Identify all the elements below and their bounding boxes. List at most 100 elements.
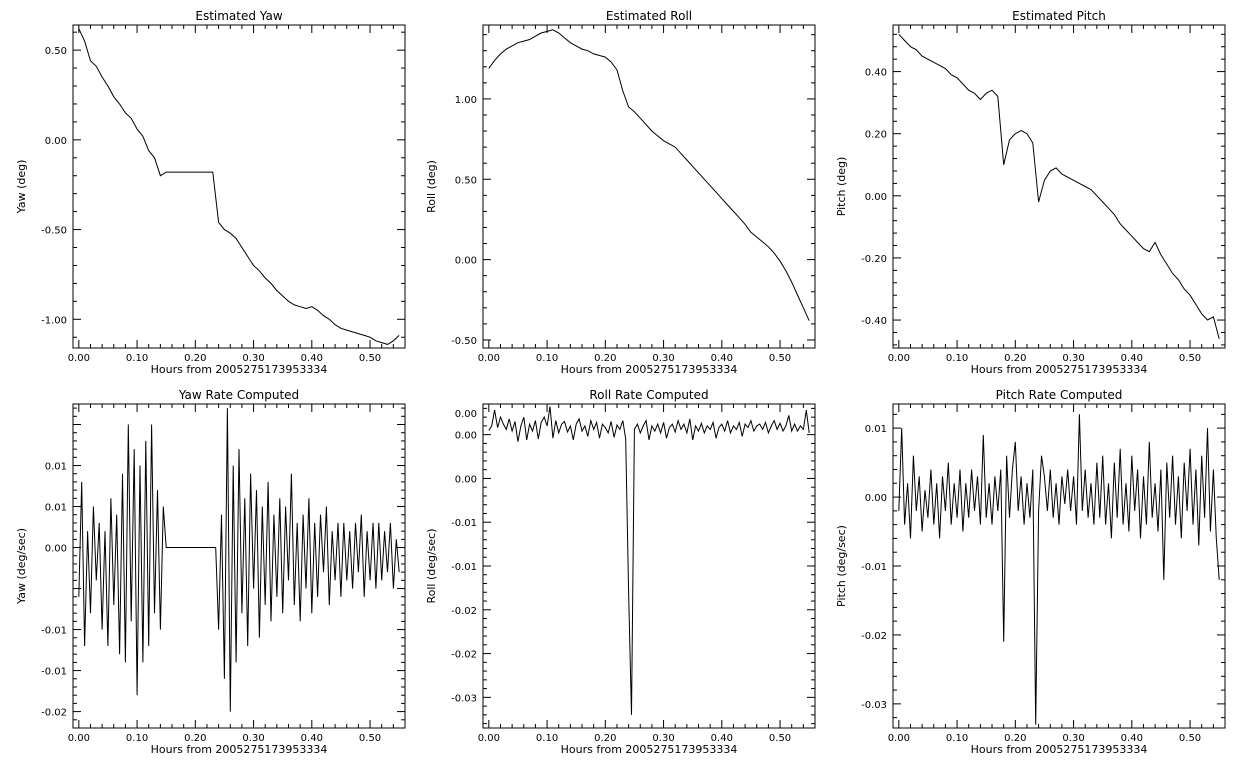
chart-panel-5: Roll Rate Computed 0.00 0.10 0.20 0.30 0.40 0.… — [425, 388, 816, 756]
y-tick-label: -1.00 — [41, 315, 67, 326]
y-axis-label: Roll (deg) — [425, 160, 438, 213]
x-tick-label: 0.30 — [652, 733, 674, 744]
x-tick-label: 0.00 — [478, 733, 500, 744]
series-line — [898, 33, 1220, 339]
x-tick-label: 0.50 — [769, 733, 791, 744]
x-tick-label: 0.20 — [594, 353, 616, 364]
x-tick-label: 0.40 — [1121, 733, 1143, 744]
y-axis-label: Yaw (deg) — [15, 160, 28, 215]
plot-frame — [482, 403, 816, 729]
y-tick-label: 0.01 — [45, 462, 67, 473]
x-tick-label: 0.20 — [594, 733, 616, 744]
x-tick-label: 0.20 — [184, 353, 206, 364]
y-axis-label: Roll (deg/sec) — [425, 528, 438, 603]
x-tick-label: 0.10 — [536, 353, 558, 364]
y-tick-label: 0.40 — [865, 68, 887, 79]
chart-panel-4: Yaw Rate Computed 0.00 0.10 0.20 0.30 0.40 0.5… — [15, 388, 406, 756]
y-tick-label: 0.00 — [455, 431, 477, 442]
x-tick-label: 0.50 — [359, 733, 381, 744]
x-tick-label: 0.00 — [888, 353, 910, 364]
x-tick-label: 0.30 — [242, 733, 264, 744]
x-tick-label: 0.30 — [652, 353, 674, 364]
y-tick-label: 0.00 — [455, 409, 477, 420]
y-tick-label: 0.01 — [865, 424, 887, 435]
x-tick-label: 0.10 — [126, 353, 148, 364]
y-tick-label: 0.00 — [45, 136, 67, 147]
y-tick-label: -0.02 — [451, 606, 477, 617]
y-tick-label: -0.02 — [41, 708, 67, 719]
y-tick-label: -0.03 — [451, 693, 477, 704]
chart-panel-2: Estimated Roll 0.00 0.10 0.20 0.30 0.40 0.50 -0… — [425, 9, 816, 376]
y-tick-label: -0.02 — [861, 631, 887, 642]
y-tick-label: 0.01 — [45, 503, 67, 514]
x-tick-label: 0.00 — [888, 733, 910, 744]
y-axis-label: Yaw (deg/sec) — [15, 528, 28, 605]
x-axis-label: Hours from 2005275173953334 — [971, 743, 1148, 756]
x-tick-label: 0.40 — [301, 353, 323, 364]
series-line — [78, 408, 400, 712]
x-tick-label: 0.30 — [1062, 733, 1084, 744]
plot-frame — [72, 24, 406, 349]
chart-title: Roll Rate Computed — [589, 388, 708, 402]
x-tick-label: 0.10 — [126, 733, 148, 744]
y-tick-label: 0.00 — [45, 544, 67, 555]
y-tick-label: -0.01 — [451, 562, 477, 573]
x-tick-label: 0.50 — [1179, 733, 1201, 744]
x-tick-label: 0.10 — [946, 733, 968, 744]
y-axis-label: Pitch (deg/sec) — [835, 525, 848, 607]
x-axis-label: Hours from 2005275173953334 — [151, 743, 328, 756]
plot-frame — [72, 403, 406, 729]
y-tick-label: 0.50 — [455, 175, 477, 186]
y-tick-label: 0.50 — [45, 46, 67, 57]
x-axis-label: Hours from 2005275173953334 — [971, 363, 1148, 376]
x-tick-label: 0.30 — [242, 353, 264, 364]
x-tick-label: 0.20 — [184, 733, 206, 744]
x-tick-label: 0.40 — [1121, 353, 1143, 364]
y-tick-label: -0.50 — [451, 336, 477, 347]
chart-panel-3: Estimated Pitch 0.00 0.10 0.20 0.30 0.40 0.50 -… — [835, 9, 1226, 376]
y-tick-label: 0.00 — [455, 256, 477, 267]
x-tick-label: 0.50 — [769, 353, 791, 364]
y-tick-label: 0.20 — [865, 130, 887, 141]
x-tick-label: 0.00 — [478, 353, 500, 364]
plot-frame — [892, 24, 1226, 349]
x-tick-label: 0.00 — [68, 733, 90, 744]
series-line — [488, 29, 810, 321]
y-tick-label: -0.40 — [861, 316, 887, 327]
x-tick-label: 0.20 — [1004, 353, 1026, 364]
y-tick-label: 0.00 — [455, 474, 477, 485]
chart-title: Pitch Rate Computed — [996, 388, 1123, 402]
x-tick-label: 0.10 — [536, 733, 558, 744]
plot-frame — [482, 24, 816, 349]
x-axis-label: Hours from 2005275173953334 — [151, 363, 328, 376]
chart-panel-6: Pitch Rate Computed 0.00 0.10 0.20 0.30 0.40 0… — [835, 388, 1226, 756]
x-tick-label: 0.30 — [1062, 353, 1084, 364]
chart-title: Yaw Rate Computed — [178, 388, 299, 402]
y-tick-label: 0.00 — [865, 493, 887, 504]
y-tick-label: -0.01 — [451, 518, 477, 529]
plot-frame — [892, 403, 1226, 729]
x-axis-label: Hours from 2005275173953334 — [561, 363, 738, 376]
chart-panel-1: Estimated Yaw 0.00 0.10 0.20 0.30 0.40 0.50 -1.… — [15, 9, 406, 376]
y-tick-label: -0.50 — [41, 226, 67, 237]
y-tick-label: -0.03 — [861, 700, 887, 711]
x-tick-label: 0.40 — [711, 733, 733, 744]
x-axis-label: Hours from 2005275173953334 — [561, 743, 738, 756]
series-line — [488, 406, 810, 715]
y-tick-label: -0.02 — [451, 650, 477, 661]
y-tick-label: -0.01 — [41, 626, 67, 637]
chart-title: Estimated Yaw — [195, 9, 282, 23]
chart-title: Estimated Roll — [606, 9, 692, 23]
y-tick-label: -0.01 — [861, 562, 887, 573]
x-tick-label: 0.00 — [68, 353, 90, 364]
y-tick-label: 1.00 — [455, 95, 477, 106]
chart-title: Estimated Pitch — [1012, 9, 1106, 23]
y-tick-label: 0.00 — [865, 192, 887, 203]
series-line — [78, 28, 400, 345]
x-tick-label: 0.20 — [1004, 733, 1026, 744]
y-tick-label: -0.20 — [861, 254, 887, 265]
series-line — [898, 414, 1220, 725]
x-tick-label: 0.40 — [711, 353, 733, 364]
x-tick-label: 0.50 — [1179, 353, 1201, 364]
